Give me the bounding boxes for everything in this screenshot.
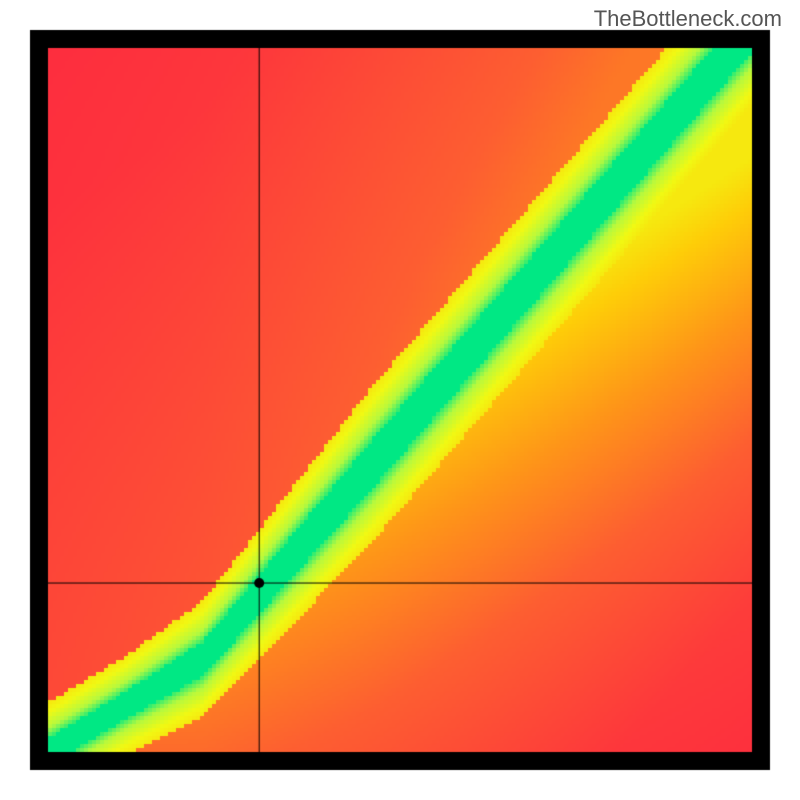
watermark-text: TheBottleneck.com xyxy=(594,6,782,32)
bottleneck-heatmap xyxy=(0,0,800,800)
chart-container: TheBottleneck.com xyxy=(0,0,800,800)
